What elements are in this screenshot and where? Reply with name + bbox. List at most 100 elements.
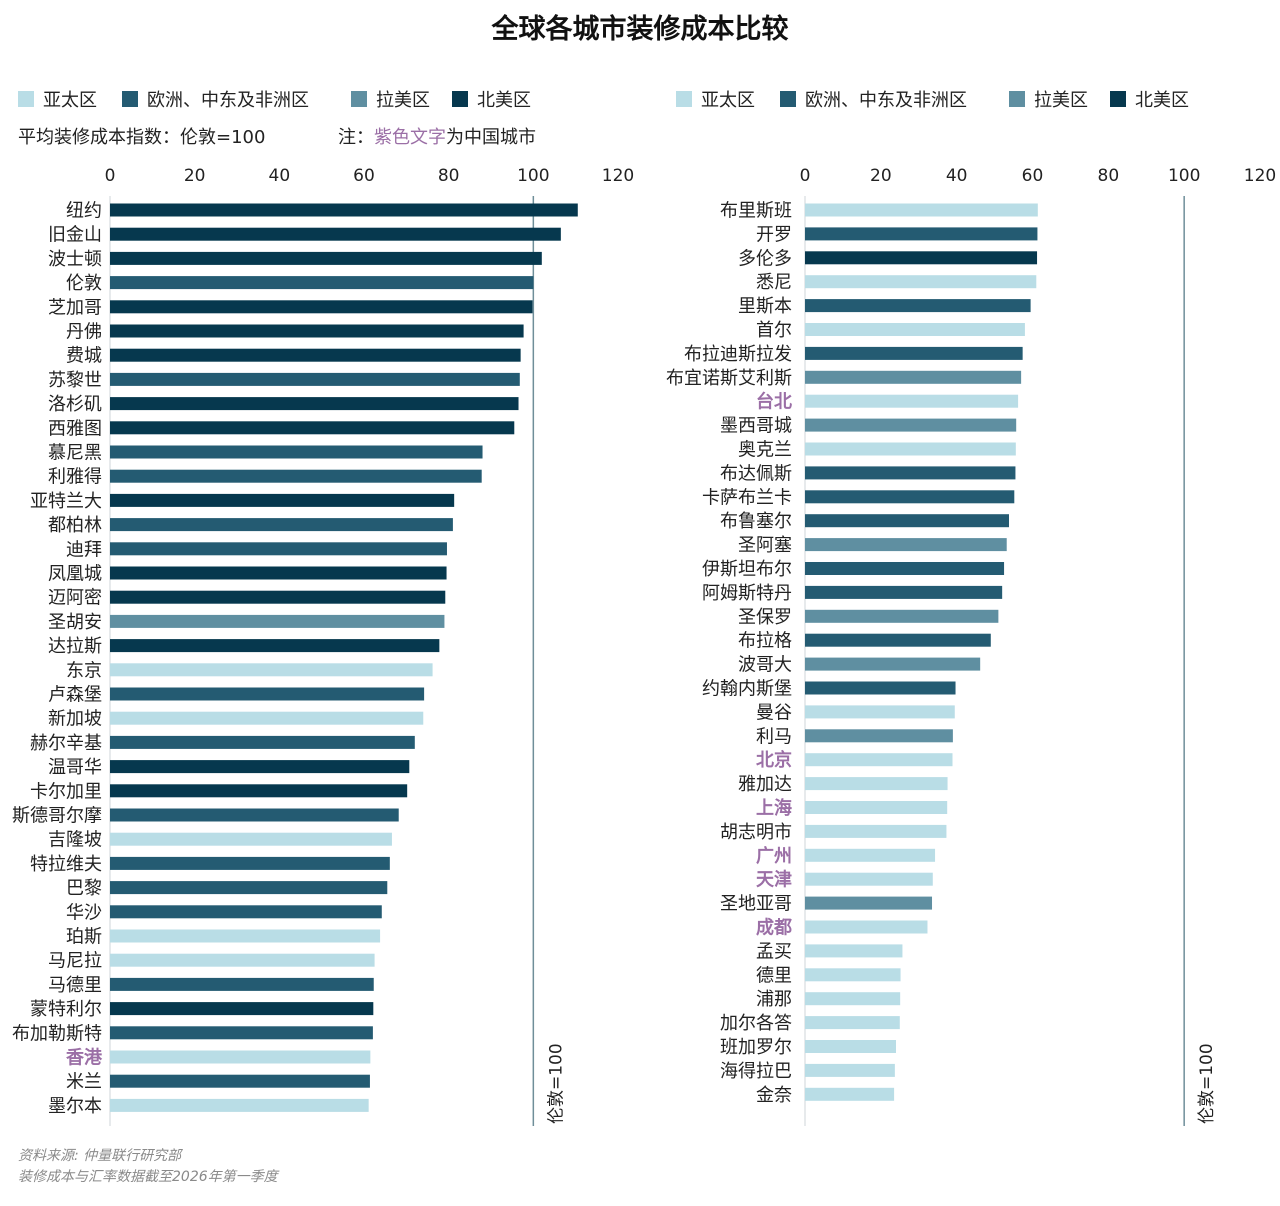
category-label: 布宜诺斯艾利斯 — [666, 368, 792, 389]
category-label: 吉隆坡 — [48, 830, 102, 851]
bar-赫尔辛基 — [110, 735, 415, 749]
category-label: 洛杉矶 — [48, 394, 102, 415]
bar-加尔各答 — [805, 1016, 900, 1030]
x-tick-label: 0 — [105, 166, 116, 186]
category-label: 悉尼 — [756, 272, 792, 293]
bar-西雅图 — [110, 421, 515, 435]
bar-纽约 — [110, 203, 578, 217]
category-label: 波士顿 — [48, 249, 102, 270]
bar-海得拉巴 — [805, 1063, 895, 1077]
legend-label: 拉美区 — [376, 90, 430, 111]
bar-马尼拉 — [110, 953, 375, 967]
category-label: 卡尔加里 — [30, 781, 102, 802]
category-label: 新加坡 — [48, 709, 102, 730]
bar-芝加哥 — [110, 300, 533, 314]
category-label: 伦敦 — [66, 273, 102, 294]
category-label: 阿姆斯特丹 — [702, 583, 792, 604]
category-label: 圣地亚哥 — [720, 894, 792, 915]
reference-label: 伦敦=100 — [546, 1043, 566, 1124]
bar-上海 — [805, 801, 948, 814]
bar-里斯本 — [805, 299, 1031, 313]
bar-丹佛 — [110, 324, 524, 338]
category-label: 亚特兰大 — [30, 491, 102, 512]
bar-费城 — [110, 348, 521, 362]
bar-悉尼 — [805, 275, 1037, 289]
category-label: 德里 — [756, 965, 792, 986]
bar-利雅得 — [110, 469, 482, 483]
bar-马德里 — [110, 977, 374, 991]
category-label: 海得拉巴 — [720, 1061, 792, 1082]
bar-迪拜 — [110, 542, 447, 556]
bar-约翰内斯堡 — [805, 681, 956, 695]
bar-吉隆坡 — [110, 832, 392, 846]
category-label: 伊斯坦布尔 — [702, 559, 792, 580]
bar-成都 — [805, 920, 928, 934]
category-label: 波哥大 — [738, 655, 792, 676]
bar-达拉斯 — [110, 639, 440, 653]
category-label: 上海 — [756, 797, 792, 819]
china-note-part: 注： — [338, 127, 374, 148]
category-label: 布加勒斯特 — [12, 1023, 102, 1044]
bar-孟买 — [805, 944, 903, 958]
bar-圣胡安 — [110, 614, 445, 628]
x-tick-label: 120 — [1244, 166, 1276, 186]
bar-首尔 — [805, 323, 1025, 336]
category-label: 蒙特利尔 — [30, 999, 102, 1020]
category-label: 成都 — [756, 917, 792, 939]
bar-墨西哥城 — [805, 418, 1017, 432]
category-label: 班加罗尔 — [720, 1037, 792, 1058]
category-label: 华沙 — [66, 902, 102, 923]
x-tick-label: 40 — [269, 166, 291, 186]
bar-北京 — [805, 753, 953, 767]
category-label: 胡志明市 — [720, 822, 792, 843]
x-tick-label: 40 — [946, 166, 968, 186]
category-label: 曼谷 — [756, 702, 792, 723]
category-label: 墨尔本 — [48, 1096, 102, 1117]
bar-巴黎 — [110, 881, 388, 895]
category-label: 加尔各答 — [720, 1013, 792, 1034]
bar-波士顿 — [110, 251, 542, 265]
category-label: 圣胡安 — [48, 612, 102, 633]
category-label: 米兰 — [66, 1072, 102, 1093]
category-label: 金奈 — [756, 1085, 792, 1106]
bar-奥克兰 — [805, 442, 1016, 456]
category-label: 布拉格 — [738, 631, 792, 652]
legend-swatch — [676, 91, 692, 107]
x-tick-label: 80 — [438, 166, 460, 186]
category-label: 布鲁塞尔 — [720, 511, 792, 532]
bar-天津 — [805, 872, 933, 886]
category-label: 奥克兰 — [738, 440, 792, 461]
bar-卡萨布兰卡 — [805, 490, 1015, 504]
chart-title: 全球各城市装修成本比较 — [491, 13, 789, 45]
bar-蒙特利尔 — [110, 1002, 374, 1016]
china-note: 注：紫色文字为中国城市 — [338, 127, 536, 148]
bar-温哥华 — [110, 760, 410, 774]
bar-卡尔加里 — [110, 784, 408, 798]
category-label: 珀斯 — [66, 927, 102, 948]
legend-label: 北美区 — [477, 90, 531, 111]
category-label: 斯德哥尔摩 — [12, 806, 102, 827]
bar-苏黎世 — [110, 372, 520, 386]
source-line: 装修成本与汇率数据截至2026年第一季度 — [18, 1169, 280, 1185]
x-tick-label: 0 — [800, 166, 811, 186]
bar-新加坡 — [110, 711, 424, 725]
bar-布拉格 — [805, 633, 991, 647]
x-tick-label: 100 — [517, 166, 549, 186]
category-label: 约翰内斯堡 — [702, 679, 792, 700]
bar-亚特兰大 — [110, 493, 455, 507]
bar-圣地亚哥 — [805, 896, 933, 910]
index-note: 平均装修成本指数：伦敦=100 — [18, 127, 265, 148]
category-label: 温哥华 — [48, 757, 102, 778]
x-tick-label: 100 — [1168, 166, 1200, 186]
bar-布里斯班 — [805, 203, 1038, 217]
category-label: 西雅图 — [48, 418, 102, 439]
bar-金奈 — [805, 1087, 895, 1101]
category-label: 利马 — [756, 726, 792, 747]
x-tick-label: 60 — [1022, 166, 1044, 186]
legend-label: 拉美区 — [1034, 90, 1088, 111]
bar-利马 — [805, 729, 953, 743]
source-line: 资料来源: 仲量联行研究部 — [18, 1148, 183, 1164]
category-label: 马尼拉 — [48, 951, 102, 972]
bar-多伦多 — [805, 251, 1038, 265]
bar-慕尼黑 — [110, 445, 483, 459]
